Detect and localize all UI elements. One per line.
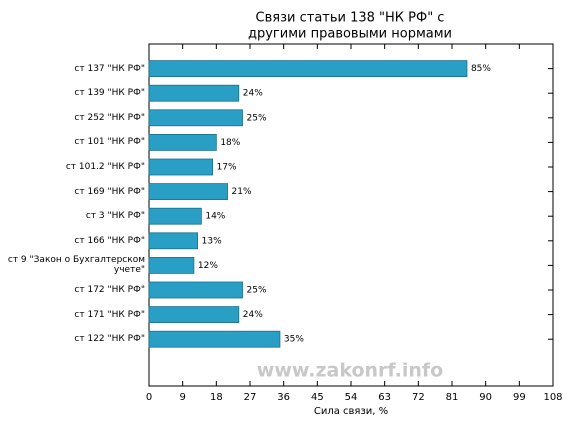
value-label: 25% — [247, 113, 267, 123]
bar — [148, 232, 199, 250]
value-label: 24% — [243, 310, 263, 320]
y-tick-label: ст 169 "НК РФ" — [74, 186, 145, 197]
bar — [148, 281, 243, 299]
x-tick-label: 63 — [378, 392, 391, 403]
y-tick-label: ст 139 "НК РФ" — [74, 88, 145, 99]
x-tick-label: 18 — [210, 392, 223, 403]
y-tick-label: ст 101.2 "НК РФ" — [65, 162, 145, 172]
bar — [148, 84, 240, 102]
value-label: 18% — [220, 138, 240, 148]
y-tick-label-text: ст 101.2 "НК РФ" — [65, 162, 145, 172]
x-tick-label: 72 — [412, 392, 425, 403]
value-label: 21% — [232, 187, 252, 197]
bar — [148, 60, 468, 77]
chart-title: Связи статьи 138 "НК РФ" с — [256, 11, 445, 26]
x-tick-label: 27 — [244, 392, 257, 403]
bar — [148, 306, 240, 324]
y-tick-label-text: ст 166 "НК РФ" — [74, 235, 145, 246]
y-tick-label-text: ст 9 "Закон о Бухгалтерском учете" — [7, 255, 145, 276]
x-axis-label: Сила связи, % — [314, 406, 388, 417]
y-tick-label: ст 122 "НК РФ" — [74, 334, 145, 345]
watermark: www.zakonrf.info — [257, 360, 443, 382]
value-label: 13% — [202, 236, 222, 246]
value-label: 25% — [247, 286, 267, 296]
value-label: 17% — [217, 163, 237, 173]
x-tick-label: 81 — [446, 392, 459, 403]
x-tick-label: 45 — [311, 392, 324, 403]
y-tick-label: ст 172 "НК РФ" — [74, 285, 145, 295]
y-tick-label-text: ст 122 "НК РФ" — [74, 334, 145, 345]
bar — [148, 330, 281, 348]
x-tick-label: 90 — [479, 392, 492, 403]
y-tick-label-text: ст 252 "НК РФ" — [74, 112, 145, 123]
y-tick-label: ст 137 "НК РФ" — [74, 63, 145, 74]
y-tick-label-text: ст 172 "НК РФ" — [74, 285, 145, 295]
x-tick-label: 99 — [513, 392, 526, 403]
value-label: 24% — [243, 89, 263, 99]
y-tick-label: ст 9 "Закон о Бухгалтерском учете" — [7, 255, 145, 276]
y-tick-label-text: ст 3 "НК РФ" — [85, 211, 145, 222]
y-tick-label: ст 252 "НК РФ" — [74, 112, 145, 123]
y-tick-label: ст 166 "НК РФ" — [74, 235, 145, 246]
value-label: 85% — [471, 64, 491, 74]
x-tick-label: 36 — [277, 392, 290, 403]
value-label: 14% — [205, 212, 225, 222]
x-tick-label: 0 — [146, 392, 152, 403]
bar — [148, 109, 243, 127]
value-label: 35% — [284, 335, 304, 345]
bar — [148, 158, 213, 176]
y-tick-label: ст 171 "НК РФ" — [74, 309, 145, 320]
bar — [148, 183, 228, 201]
y-tick-label: ст 3 "НК РФ" — [85, 211, 145, 222]
y-tick-label-text: ст 137 "НК РФ" — [74, 63, 145, 74]
bar — [148, 133, 217, 151]
y-tick-label-text: ст 139 "НК РФ" — [74, 88, 145, 99]
x-tick-label: 9 — [179, 392, 185, 403]
bar — [148, 207, 202, 225]
bar — [148, 256, 195, 274]
y-tick-label-text: ст 169 "НК РФ" — [74, 186, 145, 197]
chart-title: другими правовыми нормами — [248, 27, 452, 42]
y-tick-label: ст 101 "НК РФ" — [74, 137, 145, 148]
x-tick-label: 54 — [345, 392, 358, 403]
x-tick-label: 108 — [543, 392, 562, 403]
y-tick-label-text: ст 171 "НК РФ" — [74, 309, 145, 320]
y-tick-label-text: ст 101 "НК РФ" — [74, 137, 145, 148]
value-label: 12% — [198, 261, 218, 271]
